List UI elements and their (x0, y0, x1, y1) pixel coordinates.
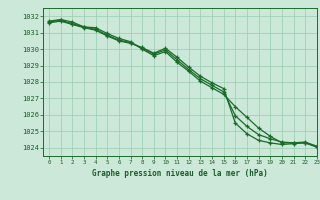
X-axis label: Graphe pression niveau de la mer (hPa): Graphe pression niveau de la mer (hPa) (92, 169, 268, 178)
